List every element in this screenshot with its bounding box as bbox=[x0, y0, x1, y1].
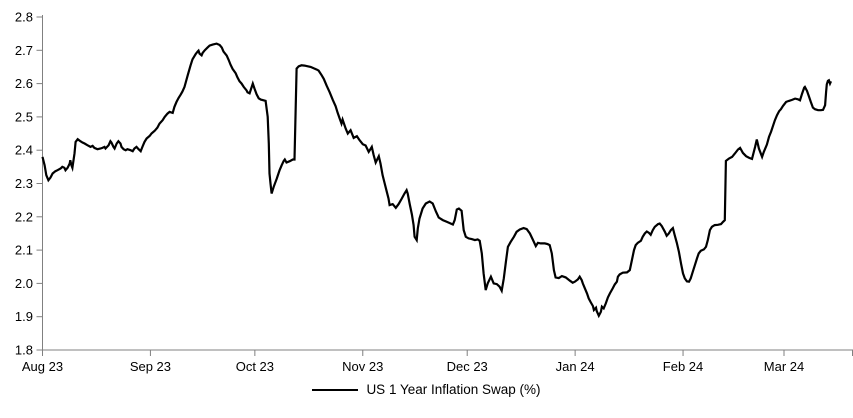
y-axis-tick-label: 2.8 bbox=[15, 10, 33, 25]
y-axis-tick-label: 2.7 bbox=[15, 43, 33, 58]
y-axis-tick-label: 2.3 bbox=[15, 176, 33, 191]
y-axis-tick-label: 1.9 bbox=[15, 309, 33, 324]
y-axis-tick-label: 2.5 bbox=[15, 109, 33, 124]
x-axis-tick-label: Feb 24 bbox=[663, 359, 703, 374]
x-axis-tick-label: Dec 23 bbox=[447, 359, 488, 374]
x-axis-tick-label: Nov 23 bbox=[342, 359, 383, 374]
y-axis-tick-label: 2.2 bbox=[15, 209, 33, 224]
y-axis-tick-label: 2.0 bbox=[15, 276, 33, 291]
legend: US 1 Year Inflation Swap (%) bbox=[0, 382, 853, 398]
legend-label: US 1 Year Inflation Swap (%) bbox=[366, 382, 541, 397]
y-axis-tick-label: 1.8 bbox=[15, 343, 33, 358]
x-axis-tick-label: Jan 24 bbox=[556, 359, 595, 374]
y-axis-tick-label: 2.1 bbox=[15, 243, 33, 258]
series-line-us-1y-inflation-swap bbox=[41, 42, 833, 319]
y-axis-tick-label: 2.4 bbox=[15, 143, 33, 158]
x-axis-tick-label: Aug 23 bbox=[22, 359, 63, 374]
x-axis-tick-label: Mar 24 bbox=[764, 359, 804, 374]
y-axis-tick-label: 2.6 bbox=[15, 76, 33, 91]
x-axis-tick-label: Sep 23 bbox=[130, 359, 171, 374]
x-axis-tick-label: Oct 23 bbox=[236, 359, 274, 374]
legend-line-sample bbox=[312, 389, 359, 391]
